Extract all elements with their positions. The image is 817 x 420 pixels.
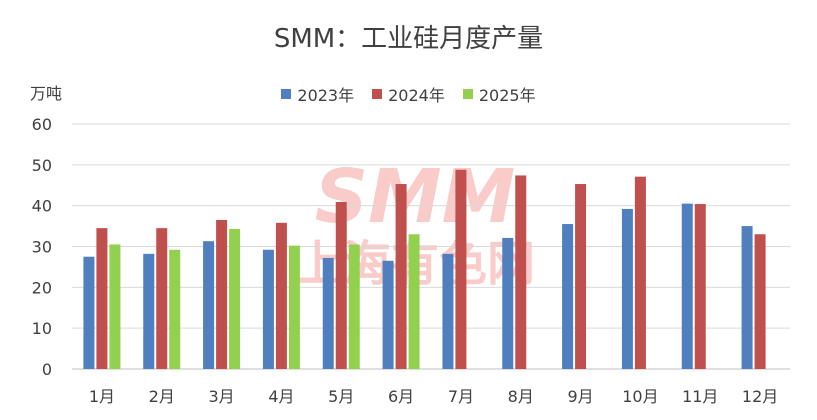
bar-2025年-1月 (109, 244, 121, 369)
bar-2023年-9月 (562, 224, 574, 369)
x-tick-label: 7月 (448, 387, 474, 406)
bar-2023年-4月 (262, 249, 274, 369)
bar-2024年-12月 (754, 234, 766, 369)
bar-2024年-7月 (455, 169, 467, 369)
bar-2023年-1月 (83, 256, 95, 369)
y-tick-label: 50 (32, 156, 52, 175)
bar-2024年-9月 (575, 184, 587, 369)
x-tick-label: 5月 (328, 387, 354, 406)
bar-2025年-3月 (229, 228, 241, 369)
legend: 2023年 2024年 2025年 (0, 82, 817, 106)
bar-2025年-4月 (288, 245, 300, 369)
bar-2023年-2月 (143, 253, 155, 369)
bar-2023年-3月 (203, 241, 215, 369)
x-tick-label: 6月 (388, 387, 414, 406)
bar-2024年-1月 (96, 228, 108, 369)
bar-2024年-11月 (694, 204, 706, 369)
x-tick-label: 9月 (567, 387, 593, 406)
bar-2023年-10月 (621, 208, 633, 369)
chart-title: SMM：工业硅月度产量 (273, 24, 544, 54)
bar-2023年-6月 (382, 260, 394, 369)
bar-2023年-7月 (442, 253, 454, 369)
legend-label-2024: 2024年 (388, 86, 445, 105)
bar-2023年-8月 (502, 237, 514, 369)
y-axis-label: 万吨 (30, 84, 63, 103)
y-tick-label: 10 (32, 319, 52, 338)
bar-2025年-6月 (408, 234, 420, 369)
x-tick-label: 10月 (622, 387, 658, 406)
bar-2023年-11月 (681, 203, 693, 369)
x-tick-label: 12月 (742, 387, 778, 406)
bar-2023年-5月 (322, 257, 334, 369)
legend-item-2025: 2025年 (462, 82, 536, 106)
x-tick-label: 3月 (208, 387, 234, 406)
legend-label-2023: 2023年 (297, 86, 355, 105)
x-tick-label: 4月 (268, 387, 294, 406)
bar-2024年-8月 (515, 175, 527, 369)
legend-item-2024: 2024年 (372, 82, 445, 106)
bar-2025年-2月 (169, 249, 181, 369)
y-tick-label: 60 (32, 115, 52, 134)
x-tick-label: 2月 (149, 387, 175, 406)
svg-text:SMM: SMM (315, 154, 516, 240)
x-tick-label: 8月 (508, 387, 534, 406)
legend-swatch-2024 (372, 89, 383, 99)
legend-item-2023: 2023年 (281, 82, 354, 106)
bar-2024年-5月 (335, 201, 347, 369)
bar-2024年-4月 (275, 222, 287, 369)
x-tick-label: 11月 (682, 387, 718, 406)
y-tick-label: 20 (32, 278, 52, 297)
bar-2024年-10月 (634, 176, 646, 369)
y-tick-label: 40 (32, 197, 52, 216)
bar-2025年-5月 (348, 244, 360, 369)
y-tick-label: 0 (42, 360, 52, 379)
bar-2024年-2月 (156, 228, 168, 369)
legend-swatch-2025 (462, 89, 473, 99)
legend-swatch-2023 (281, 89, 292, 99)
bar-2024年-6月 (395, 184, 407, 369)
x-tick-label: 1月 (89, 387, 115, 406)
legend-label-2025: 2025年 (478, 86, 536, 105)
y-tick-label: 30 (32, 238, 52, 257)
bar-2024年-3月 (216, 219, 228, 369)
bar-2023年-12月 (741, 226, 753, 369)
